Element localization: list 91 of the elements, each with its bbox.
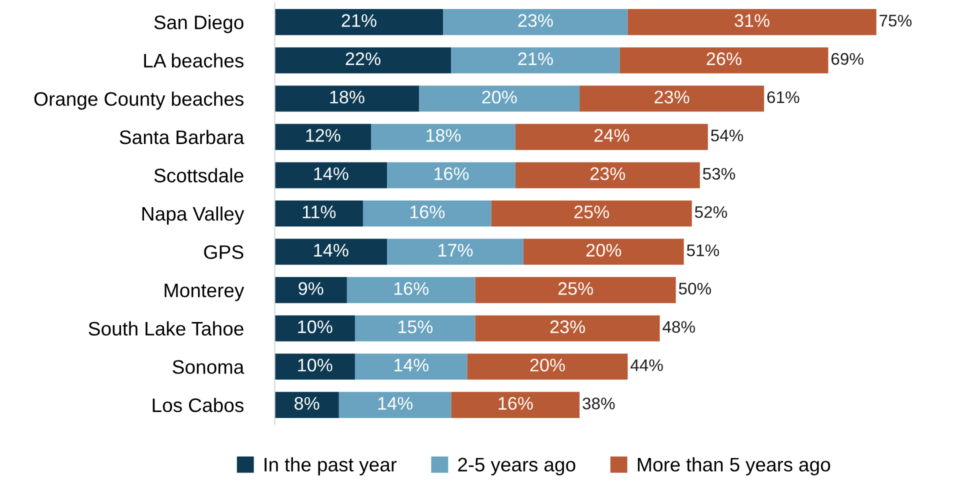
y-tick-label: Orange County beaches [34, 92, 244, 110]
data-label: 14% [378, 397, 413, 410]
legend-label: 2-5 years ago [458, 458, 576, 476]
data-label: 22% [346, 52, 380, 66]
total-label: 69% [831, 53, 864, 65]
bar [475, 315, 660, 342]
y-tick-label: Santa Barbara [120, 130, 244, 144]
y-tick-label: Scottsdale [154, 168, 244, 182]
bar [467, 354, 628, 380]
bar [628, 9, 876, 36]
bar [274, 238, 388, 265]
y-tick-label: Napa Valley [142, 206, 244, 225]
bar [475, 277, 676, 304]
total-label: 61% [767, 91, 800, 104]
data-label: 23% [550, 320, 585, 334]
bar [443, 9, 628, 36]
bar [274, 9, 444, 36]
data-label: 18% [426, 128, 461, 142]
bar [451, 47, 620, 74]
bar [387, 238, 524, 265]
y-tick-label: San Diego [154, 15, 244, 34]
bar [362, 200, 492, 227]
data-label: 16% [434, 167, 469, 180]
bar [354, 354, 468, 380]
y-tick-label: GPS [204, 245, 244, 260]
total-label: 48% [662, 321, 695, 333]
data-label: 14% [314, 167, 348, 180]
bar [580, 86, 764, 112]
bar [620, 47, 828, 74]
data-label: 20% [586, 244, 622, 257]
bar [523, 238, 684, 265]
y-tick-label: Los Cabos [152, 398, 244, 412]
data-label: 20% [530, 358, 565, 372]
data-label: 10% [298, 320, 332, 334]
y-tick-label: Sonoma [172, 360, 244, 374]
total-label: 53% [702, 168, 736, 180]
data-label: 25% [574, 206, 610, 218]
total-label: 44% [630, 359, 663, 372]
data-label: 23% [518, 14, 553, 27]
data-label: 17% [438, 244, 473, 257]
data-label: 14% [394, 358, 429, 372]
data-label: 11% [302, 206, 336, 218]
bar [274, 315, 355, 342]
legend-label: More than 5 years ago [638, 457, 830, 476]
data-label: 12% [306, 128, 340, 142]
y-tick-label: Monterey [164, 284, 244, 302]
bar [419, 86, 580, 112]
y-tick-label: South Lake Tahoe [88, 321, 244, 336]
total-label: 51% [686, 244, 720, 256]
data-label: 10% [298, 358, 332, 372]
data-label: 23% [654, 90, 690, 104]
data-label: 24% [594, 128, 630, 142]
bar [274, 200, 363, 227]
bar [274, 392, 339, 418]
legend-label: In the past year [264, 457, 397, 476]
total-label: 54% [710, 130, 744, 142]
data-label: 21% [518, 52, 553, 66]
data-label: 14% [314, 244, 348, 257]
bar [274, 277, 347, 304]
total-label: 38% [582, 398, 615, 410]
bar [387, 162, 516, 188]
data-label: 9% [298, 282, 324, 295]
total-label: 50% [678, 282, 712, 295]
bar [274, 354, 355, 380]
data-label: 18% [330, 90, 364, 104]
bar [274, 47, 452, 74]
bar [338, 392, 452, 418]
data-label: 16% [498, 396, 533, 410]
data-label: 31% [734, 14, 770, 27]
bar [274, 124, 372, 150]
total-label: 75% [880, 14, 912, 27]
bar [274, 162, 388, 188]
bar [354, 315, 476, 342]
data-label: 20% [482, 90, 517, 104]
bar [346, 277, 476, 304]
y-tick-label: LA beaches [144, 53, 244, 68]
data-label: 21% [342, 14, 376, 27]
bar [274, 86, 420, 112]
bar [451, 392, 580, 418]
data-label: 25% [558, 282, 593, 295]
bar [491, 200, 692, 227]
data-label: 16% [410, 206, 445, 218]
data-label: 8% [294, 396, 320, 410]
bar [515, 124, 708, 150]
total-label: 52% [694, 206, 728, 218]
data-label: 15% [398, 320, 433, 334]
data-label: 16% [394, 282, 429, 295]
data-label: 26% [706, 52, 742, 66]
bar [515, 162, 700, 188]
bar [371, 124, 516, 150]
data-label: 23% [590, 167, 626, 180]
